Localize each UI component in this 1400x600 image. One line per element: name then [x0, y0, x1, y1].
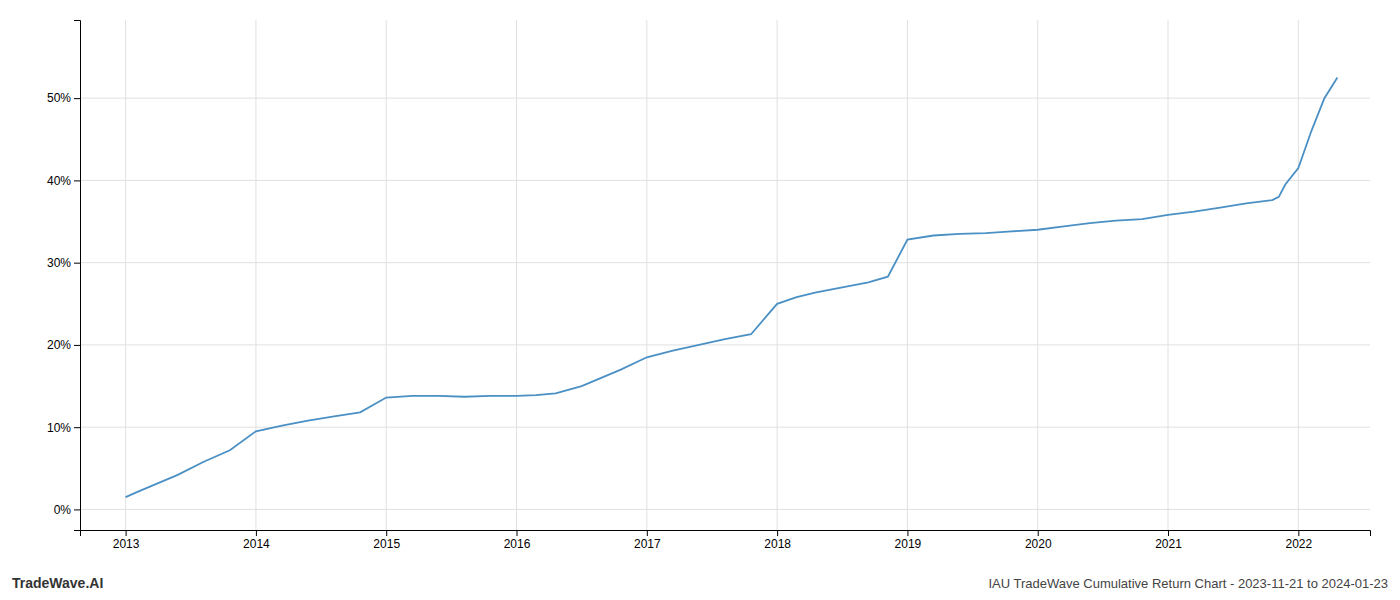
tick-mark — [1298, 530, 1299, 536]
tick-label: 10% — [47, 421, 71, 435]
tick: 0% — [54, 503, 80, 517]
tick-label: 30% — [47, 256, 71, 270]
grid-line — [255, 20, 256, 530]
tick-mark — [1168, 530, 1169, 536]
grid-line — [125, 20, 126, 530]
tick: 2021 — [1155, 530, 1182, 551]
tick-mark — [777, 530, 778, 536]
axis-line — [74, 21, 81, 531]
tick: 2016 — [504, 530, 531, 551]
grid-line — [1298, 20, 1299, 530]
tick-label: 2013 — [113, 537, 140, 551]
line — [126, 78, 1338, 498]
tick-label: 2021 — [1155, 537, 1182, 551]
tick-label: 40% — [47, 174, 71, 188]
grid — [80, 20, 1370, 530]
watermark: TradeWave.AI — [12, 575, 103, 591]
tick-mark — [386, 530, 387, 536]
tick: 2017 — [634, 530, 661, 551]
tick: 20% — [47, 338, 80, 352]
grid-line — [1168, 20, 1169, 530]
tick-mark — [74, 345, 80, 346]
tick-label: 2014 — [243, 537, 270, 551]
tick-label: 0% — [54, 503, 72, 517]
tick-label: 2017 — [634, 537, 661, 551]
tick-label: 2015 — [373, 537, 400, 551]
tick-label: 20% — [47, 338, 71, 352]
x-axis: 2013 2014 2015 2016 2017 2018 2019 2020 2021 2022 — [81, 530, 1371, 551]
plot: 0%10%20%30%40%50%20132014201520162017201… — [47, 20, 1371, 551]
grid-line — [907, 20, 908, 530]
tick-mark — [1038, 530, 1039, 536]
tick: 2022 — [1285, 530, 1312, 551]
tick-mark — [74, 180, 80, 181]
grid-line — [80, 262, 1370, 263]
tick: 2015 — [373, 530, 400, 551]
grid-line — [80, 180, 1370, 181]
y-axis: 0% 10% 20% 30% 40% 50% — [47, 21, 81, 531]
tick-mark — [74, 509, 80, 510]
tick-label: 2016 — [504, 537, 531, 551]
tick-mark — [126, 530, 127, 536]
grid-line — [80, 98, 1370, 99]
tick-label: 2018 — [764, 537, 791, 551]
tick: 10% — [47, 421, 80, 435]
tick-mark — [517, 530, 518, 536]
title: IAU TradeWave Cumulative Return Chart - … — [988, 576, 1388, 591]
tick: 2013 — [113, 530, 140, 551]
tick-label: 2019 — [895, 537, 922, 551]
grid-line — [516, 20, 517, 530]
tick-mark — [256, 530, 257, 536]
tick: 2019 — [895, 530, 922, 551]
grid-line — [646, 20, 647, 530]
tick-label: 2020 — [1025, 537, 1052, 551]
chart: 0%10%20%30%40%50%20132014201520162017201… — [0, 0, 1400, 600]
grid-line — [1037, 20, 1038, 530]
axis-line — [81, 531, 1371, 537]
tick-label: 50% — [47, 91, 71, 105]
tick: 2014 — [243, 530, 270, 551]
grid-line — [80, 509, 1370, 510]
tick: 2020 — [1025, 530, 1052, 551]
tick: 30% — [47, 256, 80, 270]
grid-line — [777, 20, 778, 530]
grid-line — [80, 344, 1370, 345]
marks — [126, 78, 1338, 498]
grid-line — [386, 20, 387, 530]
tick-label: 2022 — [1285, 537, 1312, 551]
tick-mark — [647, 530, 648, 536]
tick-mark — [74, 98, 80, 99]
tick-mark — [74, 427, 80, 428]
tick-mark — [74, 263, 80, 264]
tick: 40% — [47, 174, 80, 188]
tick-mark — [907, 530, 908, 536]
tick: 50% — [47, 91, 80, 105]
tick: 2018 — [764, 530, 791, 551]
